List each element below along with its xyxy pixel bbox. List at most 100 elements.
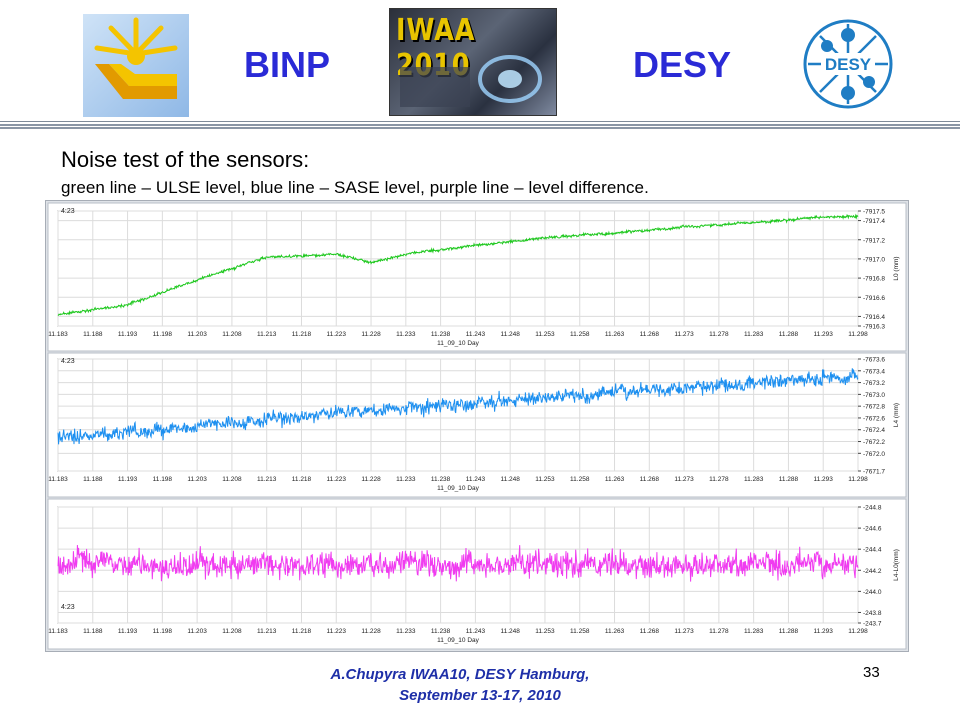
y-tick-label: -7917.2 [863, 237, 885, 244]
y-tick-label: -244.4 [863, 547, 882, 554]
x-tick-label: 11.293 [814, 331, 834, 338]
x-tick-label: 11.218 [292, 476, 312, 483]
x-tick-label: 11.263 [605, 331, 625, 338]
y-tick-label: -7916.6 [863, 295, 885, 302]
x-tick-label: 11.188 [83, 331, 103, 338]
panel-label: 4:23 [61, 208, 75, 215]
x-tick-label: 11.198 [153, 331, 173, 338]
x-tick-label: 11.213 [257, 628, 277, 635]
x-tick-label: 11.233 [396, 331, 416, 338]
y-tick-label: -7672.6 [863, 415, 885, 422]
y-tick-label: -244.0 [863, 589, 882, 596]
y-axis-label: L4-L0(mm) [893, 549, 900, 581]
x-tick-label: 11.248 [500, 628, 520, 635]
x-tick-label: 11.263 [605, 628, 625, 635]
x-tick-label: 11.283 [744, 476, 764, 483]
y-tick-label: -244.6 [863, 526, 882, 533]
x-tick-label: 11.273 [674, 476, 694, 483]
y-tick-label: -7916.3 [863, 324, 885, 331]
x-tick-label: 11.243 [466, 628, 486, 635]
y-tick-label: -7673.4 [863, 368, 885, 375]
x-tick-label: 11.298 [848, 628, 868, 635]
y-tick-label: -7672.4 [863, 427, 885, 434]
y-tick-label: -7917.5 [863, 209, 885, 216]
page-number: 33 [863, 664, 880, 681]
x-tick-label: 11.183 [48, 628, 68, 635]
x-tick-label: 11.268 [640, 331, 660, 338]
x-tick-label: 11.258 [570, 476, 590, 483]
panel-label: 4:23 [61, 358, 75, 365]
x-tick-label: 11.253 [535, 331, 555, 338]
x-tick-label: 11.218 [292, 628, 312, 635]
x-tick-label: 11.283 [744, 628, 764, 635]
chart-panel-2: 11.183 11.188 11.193 11.198 11.203 11.208 11.2… [47, 352, 907, 498]
x-tick-label: 11.203 [187, 331, 207, 338]
x-tick-label: 11.283 [744, 331, 764, 338]
x-axis-label: 11_09_10 Day [437, 637, 480, 644]
plot-area [57, 358, 859, 472]
y-tick-label: -243.7 [863, 621, 882, 628]
noise-test-charts: 11.183 11.188 11.193 11.198 11.203 11.208 11.2… [47, 202, 907, 650]
desy-logo: DESY [803, 19, 893, 109]
x-tick-label: 11.233 [396, 628, 416, 635]
x-tick-label: 11.203 [187, 628, 207, 635]
x-tick-label: 11.298 [848, 331, 868, 338]
x-tick-label: 11.198 [153, 476, 173, 483]
footer-line-2: September 13-17, 2010 [399, 687, 561, 704]
desy-title: DESY [633, 44, 732, 85]
x-tick-label: 11.188 [83, 476, 103, 483]
slide-subheading: green line – ULSE level, blue line – SAS… [61, 178, 649, 197]
x-tick-label: 11.238 [431, 628, 451, 635]
x-tick-label: 11.208 [222, 476, 242, 483]
x-tick-label: 11.188 [83, 628, 103, 635]
x-tick-label: 11.208 [222, 331, 242, 338]
x-tick-label: 11.183 [48, 331, 68, 338]
x-tick-label: 11.268 [640, 628, 660, 635]
x-tick-label: 11.273 [674, 628, 694, 635]
x-tick-label: 11.203 [187, 476, 207, 483]
x-tick-label: 11.293 [814, 476, 834, 483]
x-tick-label: 11.228 [361, 476, 381, 483]
header-divider [0, 121, 960, 122]
x-tick-label: 11.223 [327, 476, 347, 483]
x-tick-label: 11.273 [674, 331, 694, 338]
x-tick-label: 11.243 [466, 331, 486, 338]
x-tick-label: 11.183 [48, 476, 68, 483]
y-tick-label: -7916.8 [863, 276, 885, 283]
x-tick-label: 11.258 [570, 628, 590, 635]
x-tick-label: 11.213 [257, 331, 277, 338]
x-axis-label: 11_09_10 Day [437, 485, 480, 492]
y-tick-label: -7916.4 [863, 314, 885, 321]
footer-line-1: A.Chupyra IWAA10, DESY Hamburg, [330, 666, 590, 683]
y-tick-label: -7671.7 [863, 469, 885, 476]
y-tick-label: -7673.6 [863, 357, 885, 364]
x-tick-label: 11.278 [709, 476, 729, 483]
series-line-1 [57, 368, 859, 445]
chart-panel-3: 11.183 11.188 11.193 11.198 11.203 11.208 11.2… [47, 498, 907, 650]
x-tick-label: 11.288 [779, 476, 799, 483]
x-tick-label: 11.278 [709, 331, 729, 338]
binp-logo [83, 14, 189, 117]
x-tick-label: 11.228 [361, 628, 381, 635]
chart-frame: 11.183 11.188 11.193 11.198 11.203 11.208 11.2… [45, 200, 909, 652]
x-tick-label: 11.193 [118, 476, 138, 483]
slide-heading: Noise test of the sensors: [61, 147, 310, 172]
x-tick-label: 11.223 [327, 331, 347, 338]
x-tick-label: 11.228 [361, 331, 381, 338]
footer: A.Chupyra IWAA10, DESY Hamburg, Septembe… [0, 664, 960, 706]
y-axis-label: L4 (mm) [893, 403, 900, 427]
series-line-1 [57, 213, 859, 316]
x-tick-label: 11.253 [535, 628, 555, 635]
x-tick-label: 11.288 [779, 628, 799, 635]
x-tick-label: 11.293 [814, 628, 834, 635]
y-tick-label: -243.8 [863, 610, 882, 617]
y-tick-label: -7917.4 [863, 218, 885, 225]
x-tick-label: 11.298 [848, 476, 868, 483]
x-tick-label: 11.248 [500, 476, 520, 483]
panel-label: 4:23 [61, 604, 75, 611]
chart-panel-1: 11.183 11.188 11.193 11.198 11.203 11.208 11.2… [47, 202, 907, 352]
x-tick-label: 11.288 [779, 331, 799, 338]
x-tick-label: 11.233 [396, 476, 416, 483]
x-tick-label: 11.193 [118, 628, 138, 635]
y-tick-label: -7673.0 [863, 392, 885, 399]
